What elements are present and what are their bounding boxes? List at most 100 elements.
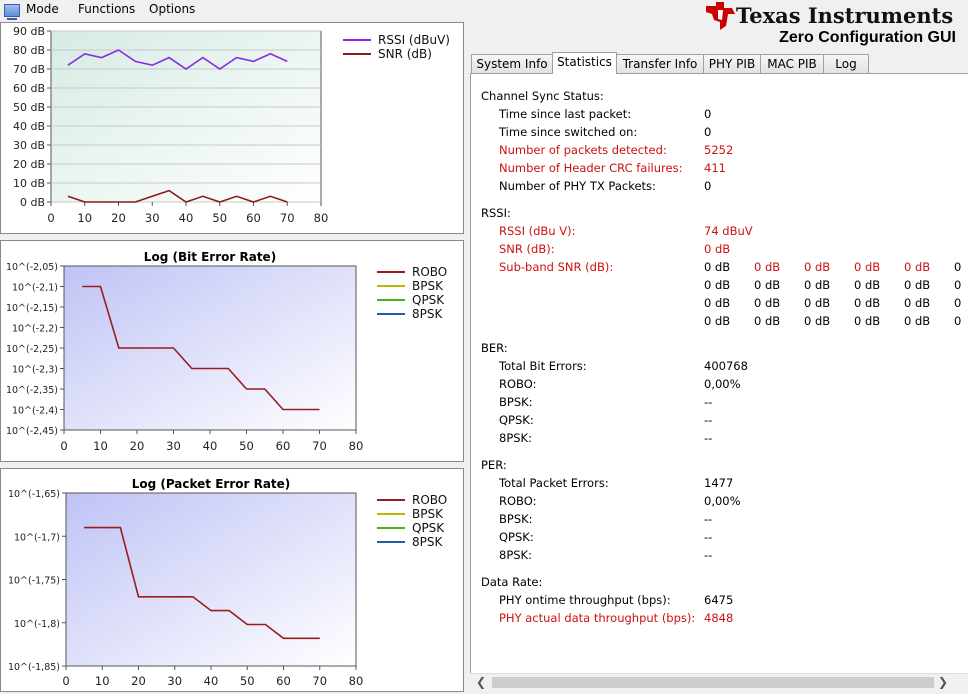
stat-label: QPSK: [499,530,534,544]
y-tick-label: 60 dB [13,82,45,95]
stat-label: ROBO: [499,494,537,508]
menu-options[interactable]: Options [149,2,196,16]
y-tick-label: 0 dB [20,196,45,209]
x-tick-label: 20 [131,674,146,688]
y-tick-label: 10^(-2,25) [6,344,58,355]
subband-snr-value: 0 dB [854,278,881,292]
x-tick-label: 50 [239,439,254,453]
x-tick-label: 40 [179,211,194,225]
x-tick-label: 50 [212,211,227,225]
stat-value: 0,00% [704,494,741,508]
subband-snr-value: 0 dB [804,260,831,274]
stat-value: 1477 [704,476,734,490]
y-tick-label: 30 dB [13,139,45,152]
tab-transfer-info[interactable]: Transfer Info [616,54,704,73]
stat-label: 8PSK: [499,548,532,562]
tab-system-info[interactable]: System Info [471,54,553,73]
tab-statistics[interactable]: Statistics [552,52,617,74]
y-tick-label: 10^(-1,7) [14,532,60,543]
subband-snr-value: 0 dB [754,278,781,292]
stat-label: Total Bit Errors: [499,359,587,373]
x-tick-label: 30 [167,674,182,688]
scroll-thumb[interactable] [492,677,934,688]
stat-value: 6475 [704,593,734,607]
tab-log[interactable]: Log [823,54,869,73]
scroll-right-icon[interactable]: ❯ [937,675,948,689]
menu-mode[interactable]: Mode [26,2,59,16]
tab-phy-pib[interactable]: PHY PIB [703,54,761,73]
subband-snr-value: 0 dB [804,278,831,292]
per-chart: 10^(-1,65) 10^(-1,7) 10^(-1,75) 10^(-1,8) 10… [8,477,447,688]
stat-value: 0,00% [704,377,741,391]
y-tick-label: 50 dB [13,101,45,114]
subband-snr-value: 0 dB [704,314,731,328]
chart-title: Log (Bit Error Rate) [144,250,276,264]
stat-value: -- [704,530,713,544]
per-chart-panel: 10^(-1,65) 10^(-1,7) 10^(-1,75) 10^(-1,8) 10… [0,468,464,692]
y-tick-label: 40 dB [13,120,45,133]
y-tick-label: 10^(-1,85) [8,662,60,673]
scroll-left-icon[interactable]: ❮ [476,675,487,689]
ber-chart-panel: 10^(-2,05) 10^(-2,1) 10^(-2,15) 10^(-2,2) 10… [0,240,464,462]
subband-snr-value: 0 [954,278,962,292]
legend-label: 8PSK [412,307,443,321]
stat-label: SNR (dB): [499,242,555,256]
x-tick-label: 0 [62,674,69,688]
rssi-heading: RSSI: [481,206,511,220]
stat-value: 74 dBuV [704,224,753,238]
series-line-snr-db- [67,189,288,203]
channel-sync-heading: Channel Sync Status: [481,89,604,103]
menu-functions[interactable]: Functions [78,2,136,16]
stat-label: QPSK: [499,413,534,427]
plot-area [63,265,357,431]
stat-value: 0 [704,125,712,139]
stat-label: Number of packets detected: [499,143,667,157]
y-tick-label: 10^(-2,15) [6,303,58,314]
subband-snr-value: 0 [954,296,962,310]
x-tick-label: 40 [203,439,218,453]
stat-label: PHY ontime throughput (bps): [499,593,671,607]
subband-snr-value: 0 dB [804,296,831,310]
stat-label: Time since switched on: [499,125,638,139]
stat-value: -- [704,413,713,427]
stat-value: -- [704,395,713,409]
horizontal-scrollbar[interactable]: ❮ ❯ [470,673,968,691]
stat-label: ROBO: [499,377,537,391]
y-tick-label: 70 dB [13,63,45,76]
stat-value: 4848 [704,611,734,625]
x-tick-label: 70 [312,674,327,688]
stat-label: Time since last packet: [499,107,632,121]
monitor-icon [4,4,20,20]
y-tick-label: 10^(-1,65) [8,489,60,500]
rssi-snr-chart: 0 dB 10 dB 20 dB 30 dB 40 dB 50 dB 60 dB 70 dB 8… [13,25,450,225]
plot-area [65,492,357,667]
stat-label: Number of Header CRC failures: [499,161,683,175]
stat-value: -- [704,431,713,445]
x-tick-label: 20 [130,439,145,453]
rssi-snr-chart-panel: 0 dB 10 dB 20 dB 30 dB 40 dB 50 dB 60 dB 70 dB 8… [0,22,464,234]
subband-snr-value: 0 dB [854,314,881,328]
tab-mac-pib[interactable]: MAC PIB [760,54,824,73]
x-tick-label: 60 [276,674,291,688]
subband-snr-value: 0 dB [704,296,731,310]
stat-label: 8PSK: [499,431,532,445]
x-tick-label: 0 [47,211,54,225]
y-tick-label: 10^(-2,05) [6,262,58,273]
stat-label: Number of PHY TX Packets: [499,179,656,193]
legend-label: BPSK [412,279,444,293]
subband-snr-value: 0 [954,314,962,328]
legend-label: QPSK [412,293,445,307]
subband-snr-value: 0 dB [704,278,731,292]
x-tick-label: 60 [246,211,261,225]
subband-snr-value: 0 dB [904,260,931,274]
ber-chart: 10^(-2,05) 10^(-2,1) 10^(-2,15) 10^(-2,2) 10… [6,250,447,453]
stat-value: -- [704,512,713,526]
stat-value: -- [704,548,713,562]
y-tick-label: 10^(-2,3) [12,365,58,376]
statistics-panel: Channel Sync Status: Time since last pac… [470,73,968,674]
y-tick-label: 10^(-2,2) [12,324,58,335]
legend-label: 8PSK [412,535,443,549]
y-tick-label: 10^(-1,75) [8,576,60,587]
x-tick-label: 70 [280,211,295,225]
legend-label: QPSK [412,521,445,535]
